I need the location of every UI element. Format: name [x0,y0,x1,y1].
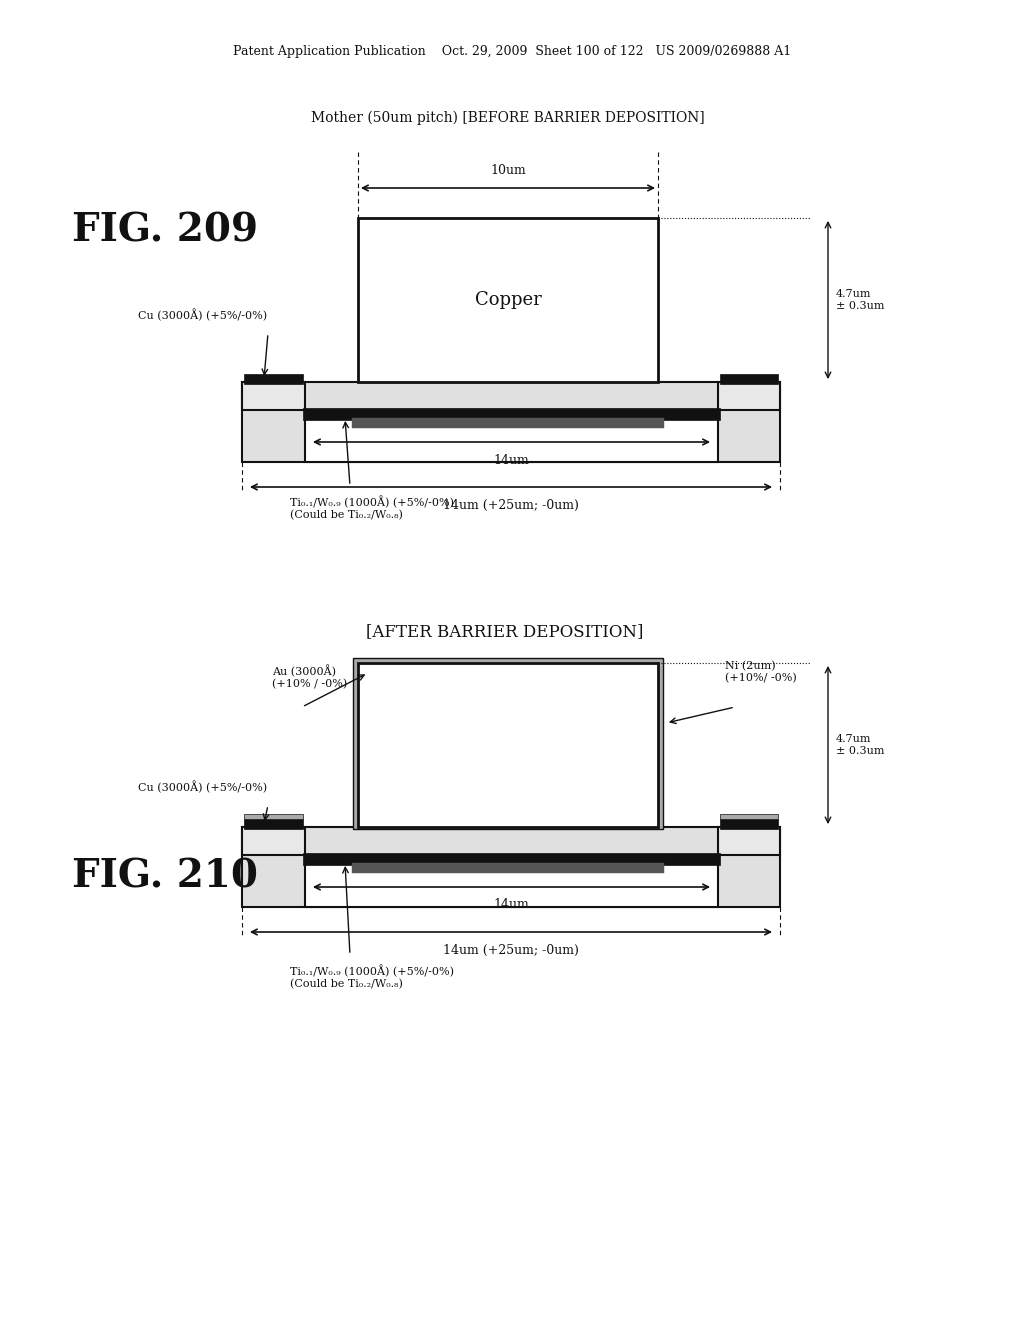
Text: Patent Application Publication    Oct. 29, 2009  Sheet 100 of 122   US 2009/0269: Patent Application Publication Oct. 29, … [232,45,792,58]
Text: 14um: 14um [494,899,529,912]
Bar [720,818,778,829]
Bar [720,374,778,384]
Text: 4.7um
± 0.3um: 4.7um ± 0.3um [836,289,885,310]
Bar [242,381,305,411]
Text: 4.7um
± 0.3um: 4.7um ± 0.3um [836,734,885,756]
Text: Au (3000Å)
(+10% / -0%): Au (3000Å) (+10% / -0%) [272,665,347,689]
Text: FIG. 209: FIG. 209 [72,211,258,249]
Text: [AFTER BARRIER DEPOSITION]: [AFTER BARRIER DEPOSITION] [367,623,644,640]
Text: FIG. 210: FIG. 210 [72,858,258,896]
Text: Ti₀.₁/W₀.₉ (1000Å) (+5%/-0%)
(Could be Ti₀.₂/W₀.₈): Ti₀.₁/W₀.₉ (1000Å) (+5%/-0%) (Could be T… [290,496,454,520]
Bar [242,381,780,462]
Bar [353,657,663,829]
Text: Mother (50um pitch) [BEFORE BARRIER DEPOSITION]: Mother (50um pitch) [BEFORE BARRIER DEPO… [311,111,705,125]
Bar [352,863,664,873]
Bar [303,853,720,865]
Text: 14um (+25um; -0um): 14um (+25um; -0um) [443,944,579,957]
Text: Cu (3000Å) (+5%/-0%): Cu (3000Å) (+5%/-0%) [138,780,267,793]
Bar [352,418,664,428]
Bar [303,408,720,420]
Bar [358,218,658,381]
Text: Cu (3000Å) (+5%/-0%): Cu (3000Å) (+5%/-0%) [138,309,267,321]
Bar [718,828,780,855]
Text: Ti₀.₁/W₀.₉ (1000Å) (+5%/-0%)
(Could be Ti₀.₂/W₀.₈): Ti₀.₁/W₀.₉ (1000Å) (+5%/-0%) (Could be T… [290,965,454,989]
Text: 10um: 10um [490,164,526,177]
Text: Ni (2um)
(+10%/ -0%): Ni (2um) (+10%/ -0%) [725,661,797,684]
Bar [358,663,658,828]
Bar [244,814,303,818]
Bar [242,828,305,855]
Bar [720,814,778,818]
Text: Copper: Copper [475,290,542,309]
Text: 14um: 14um [494,454,529,466]
Bar [244,818,303,829]
Bar [242,828,780,907]
Bar [305,411,718,462]
Bar [305,855,718,907]
Text: 14um (+25um; -0um): 14um (+25um; -0um) [443,499,579,511]
Text: Copper: Copper [475,737,542,754]
Bar [244,374,303,384]
Bar [718,381,780,411]
